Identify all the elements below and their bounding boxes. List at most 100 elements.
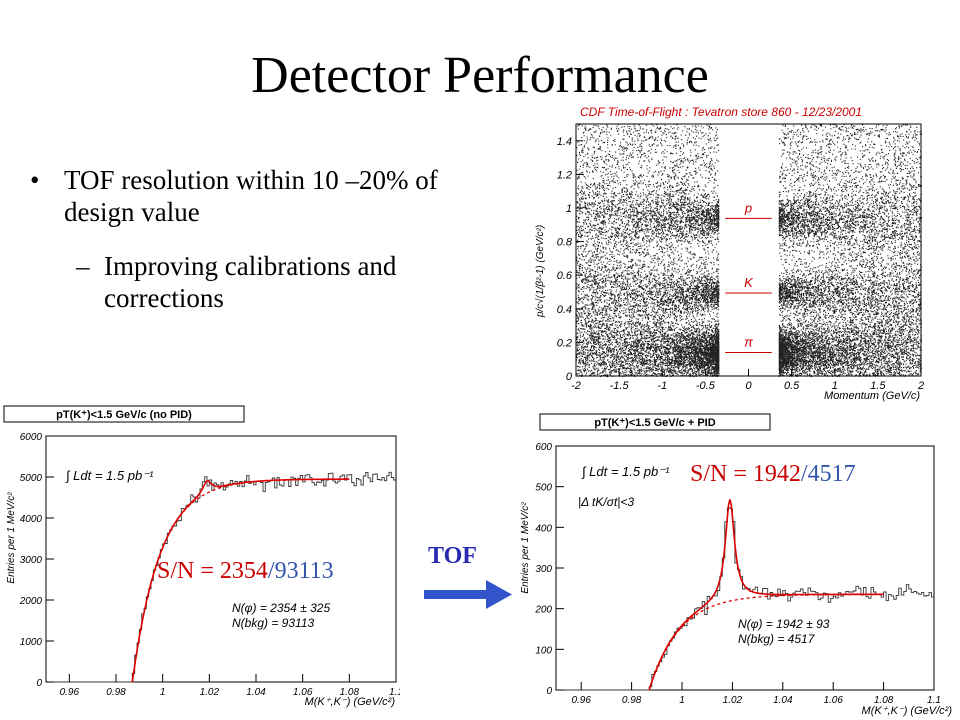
band-label: p	[744, 200, 752, 215]
header-box	[539, 413, 771, 431]
y-tick-label: 6000	[20, 432, 43, 443]
arrow-head	[486, 580, 512, 609]
axes: -2 -1.5 -1 -0.5 0 0.5 1 1.5 2 0 0.2 0.4 0.6 0.8 1 1.2 1.…	[557, 136, 924, 392]
luminosity-label: ∫ Ldt = 1.5 pb⁻¹	[581, 464, 670, 479]
x-tick-label: 1.04	[773, 695, 793, 706]
y-tick-label: 0	[36, 678, 42, 689]
y-tick-label: 0.4	[557, 304, 572, 316]
fit-n-phi: N(φ) = 1942 ± 93	[738, 617, 830, 631]
x-tick-label: 1.08	[874, 695, 894, 706]
bullet-marker: –	[76, 251, 90, 281]
y-tick-label: 1.4	[557, 136, 572, 148]
sn-prefix: S/N =	[690, 461, 753, 487]
x-tick-label: 0.96	[60, 687, 80, 698]
y-tick-label: 0.2	[557, 337, 572, 349]
fit-n-bkg: N(bkg) = 93113	[232, 616, 314, 630]
pid-cut-label: |Δ tK/σt|<3	[578, 495, 634, 509]
y-tick-label: 400	[535, 523, 552, 534]
y-tick-label: 2000	[19, 596, 43, 607]
histogram-plot: 0.96 0.98 1 1.02 1.04 1.06 1.08 1.1 0 1000 2000 300…	[19, 432, 400, 698]
y-tick-label: 1000	[20, 637, 43, 648]
mass-histogram-pid: pT(K⁺)<1.5 GeV/c + PID 0.96 0.98 1 1.02 1.04…	[520, 413, 953, 717]
band-labels: p Kπ	[725, 200, 772, 356]
tof-arrow-label: TOF	[428, 543, 477, 569]
y-tick-label: 4000	[20, 514, 43, 525]
y-tick-label: 0.8	[557, 237, 573, 249]
x-tick-label: 1.04	[246, 687, 266, 698]
x-tick-label: 0.98	[106, 687, 126, 698]
y-tick-label: 0.6	[557, 270, 573, 282]
x-axis-label: M(K⁺,K⁻) (GeV/c²)	[862, 705, 953, 717]
y-tick-label: 600	[535, 442, 552, 453]
sn-separator: /	[801, 461, 808, 487]
y-axis-label: Entries per 1 MeV/c²	[6, 492, 17, 584]
histogram-header: pT(K⁺)<1.5 GeV/c + PID	[594, 417, 715, 429]
histogram-plot: 0.96 0.98 1 1.02 1.04 1.06 1.08 1.1 0 100 200 300 40…	[534, 442, 941, 706]
bullet-marker: •	[30, 165, 40, 195]
x-tick-label: 1.1	[927, 695, 941, 706]
x-axis-label: Momentum (GeV/c)	[824, 390, 920, 402]
y-tick-label: 3000	[20, 555, 43, 566]
histogram-step	[556, 507, 934, 691]
x-tick-label: 1	[832, 380, 838, 392]
sn-background: 93113	[275, 558, 334, 584]
sn-separator: /	[268, 558, 275, 584]
slide-title: Detector Performance	[251, 47, 709, 104]
y-tick-label: 5000	[20, 473, 43, 484]
fit-n-bkg: N(bkg) = 4517	[738, 632, 816, 646]
total-fit-curve	[648, 499, 884, 691]
tof-arrow	[424, 580, 512, 609]
y-tick-label: 300	[535, 564, 552, 575]
band-label: K	[744, 275, 754, 290]
bullet-text: Improving calibrations and corrections	[104, 251, 397, 313]
x-tick-label: 0	[745, 380, 752, 392]
sn-signal: 1942	[753, 461, 801, 487]
x-tick-label: -1	[657, 380, 667, 392]
tof-scatter-chart: CDF Time-of-Flight : Tevatron store 860 …	[530, 96, 960, 408]
x-tick-label: 1	[679, 695, 685, 706]
x-tick-label: 0.98	[622, 695, 642, 706]
x-tick-label: 1.06	[293, 687, 313, 698]
y-tick-label: 100	[535, 645, 552, 656]
x-tick-label: 0.96	[571, 695, 591, 706]
y-tick-label: 0	[546, 686, 552, 697]
y-tick-label: 200	[534, 605, 552, 616]
signal-noise-ratio: S/N = 2354/93113	[157, 558, 334, 584]
chart-title: CDF Time-of-Flight : Tevatron store 860 …	[580, 105, 862, 119]
x-tick-label: 1.08	[340, 687, 360, 698]
x-tick-label: 0.5	[784, 380, 800, 392]
histogram-step	[46, 471, 396, 683]
x-tick-label: -2	[571, 380, 581, 392]
x-axis-label: M(K⁺,K⁻) (GeV/c²)	[305, 696, 396, 708]
x-tick-label: 1	[160, 687, 166, 698]
x-tick-label: 1.02	[723, 695, 743, 706]
y-tick-label: 1.2	[557, 169, 572, 181]
x-tick-label: 1.02	[200, 687, 220, 698]
x-tick-label: 1.5	[870, 380, 886, 392]
x-tick-label: -0.5	[696, 380, 716, 392]
header-box	[3, 405, 245, 423]
x-tick-label: 1.1	[389, 687, 400, 698]
scatter-dots	[576, 124, 923, 378]
sn-background: 4517	[808, 461, 856, 487]
band-label: π	[744, 334, 753, 349]
luminosity-label: ∫ Ldt = 1.5 pb⁻¹	[65, 468, 154, 483]
y-axis-label: p/c√(1/β²-1) (GeV/c²)	[534, 225, 546, 318]
arrow-shaft	[424, 590, 488, 599]
y-tick-label: 500	[535, 483, 552, 494]
fit-n-phi: N(φ) = 2354 ± 325	[232, 601, 330, 615]
signal-noise-ratio: S/N = 1942/4517	[690, 461, 856, 487]
y-tick-label: 1	[566, 203, 572, 215]
histogram-header: pT(K⁺)<1.5 GeV/c (no PID)	[56, 409, 192, 421]
x-tick-label: 1.06	[823, 695, 843, 706]
total-fit-curve	[131, 478, 350, 683]
sn-prefix: S/N =	[157, 558, 220, 584]
x-tick-label: 2	[917, 380, 924, 392]
y-tick-label: 0	[566, 371, 573, 383]
mass-histogram-no-pid: pT(K⁺)<1.5 GeV/c (no PID) 0.96 0.98 1 1.02 1…	[3, 405, 400, 708]
sn-signal: 2354	[220, 558, 268, 584]
scatter-points	[576, 124, 923, 378]
x-tick-label: -1.5	[610, 380, 630, 392]
bullet-text: TOF resolution within 10 –20% of design …	[64, 165, 438, 227]
y-axis-label: Entries per 1 MeV/c²	[520, 502, 531, 594]
